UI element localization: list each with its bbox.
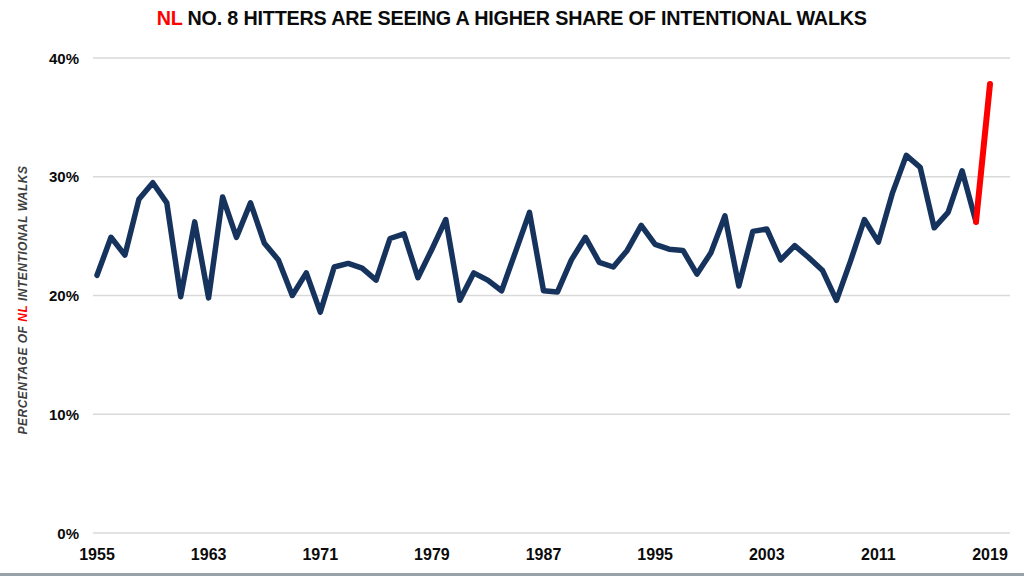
chart-title-highlight: NL	[157, 6, 183, 29]
highlight-line	[976, 84, 990, 222]
x-tick-label: 1955	[79, 546, 115, 563]
line-chart-plot: 0% 10% 20% 30% 40% 1955 1963 1971 1979 1987 1995 20…	[0, 0, 1024, 576]
x-tick-label: 1971	[302, 546, 338, 563]
chart-title-text: NO. 8 HITTERS ARE SEEING A HIGHER SHARE …	[182, 6, 867, 29]
x-tick-label: 2011	[861, 546, 896, 563]
y-tick-label: 10%	[49, 406, 79, 423]
y-tick-label: 30%	[49, 168, 79, 185]
x-tick-label: 2003	[749, 546, 785, 563]
chart-figure: NL NO. 8 HITTERS ARE SEEING A HIGHER SHA…	[0, 0, 1024, 576]
x-tick-label: 1987	[526, 546, 562, 563]
y-axis-title-highlight: NL	[16, 305, 30, 322]
y-tick-label: 20%	[49, 287, 79, 304]
y-tick-label: 40%	[49, 50, 79, 67]
y-axis-title: PERCENTAGE OF NL INTENTIONAL WALKS	[16, 165, 30, 434]
chart-title: NL NO. 8 HITTERS ARE SEEING A HIGHER SHA…	[0, 6, 1024, 30]
x-tick-label: 1995	[637, 546, 673, 563]
series-line	[97, 155, 976, 312]
x-tick-label: 1963	[191, 546, 227, 563]
y-tick-label: 0%	[57, 525, 79, 542]
x-tick-label: 2019	[972, 546, 1008, 563]
y-axis-title-prefix: PERCENTAGE OF	[16, 322, 30, 435]
x-tick-label: 1979	[414, 546, 450, 563]
y-axis-title-suffix: INTENTIONAL WALKS	[16, 165, 30, 304]
